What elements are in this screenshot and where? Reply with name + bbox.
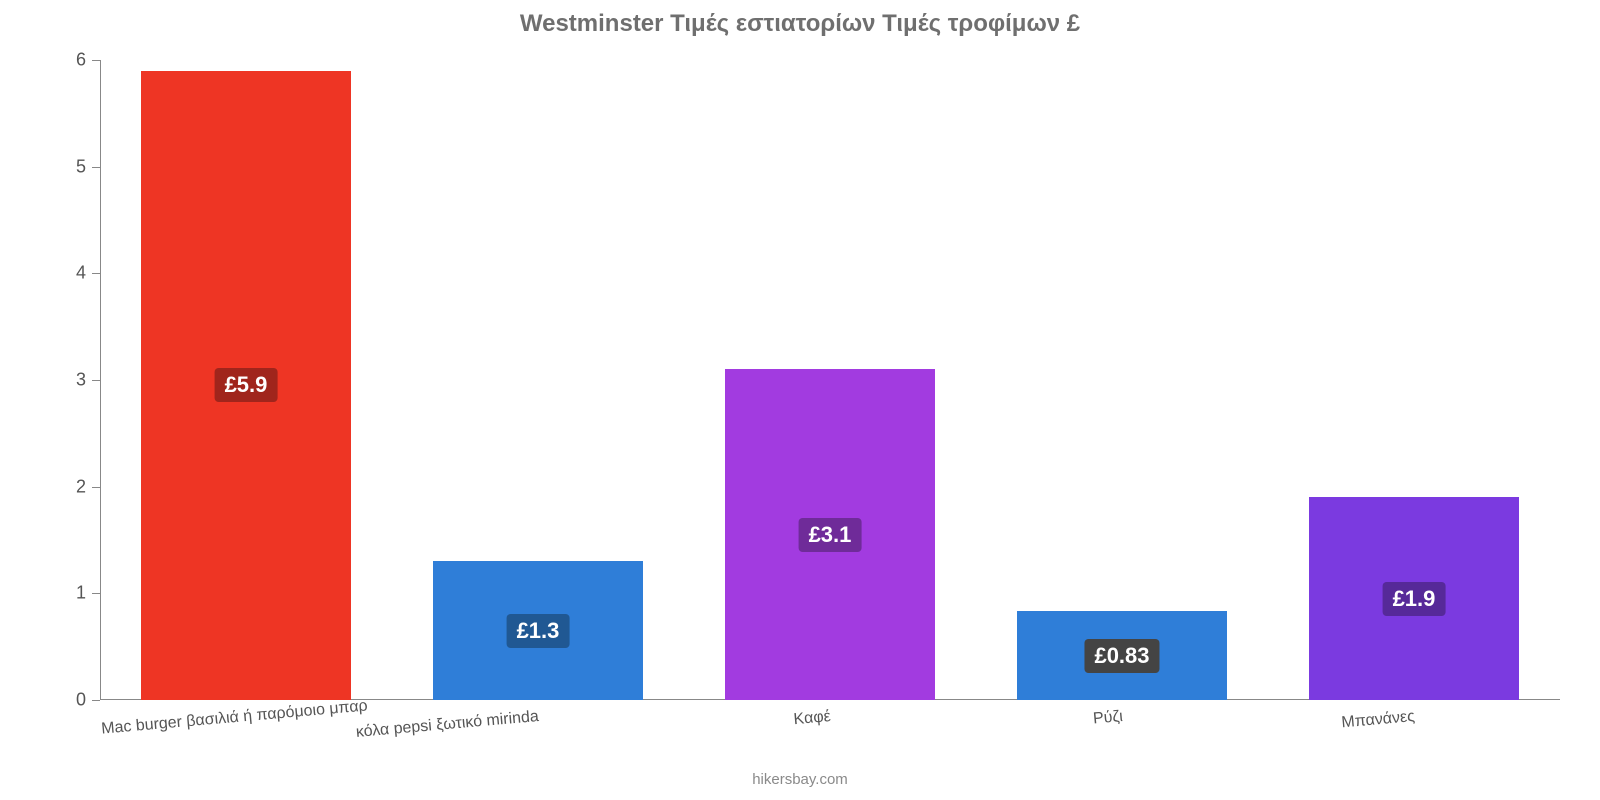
attribution-text: hikersbay.com [0, 771, 1600, 788]
y-tick-label: 1 [76, 583, 100, 604]
bars-group: £5.9 £1.3 £3.1 £0.83 £1.9 [100, 60, 1560, 700]
y-tick-label: 2 [76, 476, 100, 497]
chart-container: Westminster Τιμές εστιατορίων Τιμές τροφ… [0, 0, 1600, 800]
bar: £1.3 [433, 561, 643, 700]
y-tick-label: 5 [76, 156, 100, 177]
value-badge: £1.9 [1383, 582, 1446, 616]
plot-area: £5.9£1.3£3.1£0.83£1.9 0123456 [100, 60, 1560, 700]
bar: £1.9 [1309, 497, 1519, 700]
y-tick-label: 0 [76, 690, 100, 711]
y-tick-label: 4 [76, 263, 100, 284]
bar: £0.83 [1017, 611, 1227, 700]
x-labels-group: Mac burger βασιλιά ή παρόμοιο μπαρκόλα p… [100, 702, 1560, 762]
y-tick-label: 3 [76, 370, 100, 391]
bar: £3.1 [725, 369, 935, 700]
value-badge: £0.83 [1084, 639, 1159, 673]
bar: £5.9 [141, 71, 351, 700]
value-badge: £3.1 [799, 518, 862, 552]
y-tick-label: 6 [76, 50, 100, 71]
chart-title: Westminster Τιμές εστιατορίων Τιμές τροφ… [0, 10, 1600, 38]
x-axis-label: Mac burger βασιλιά ή παρόμοιο μπαρ [101, 708, 248, 739]
value-badge: £1.3 [507, 614, 570, 648]
value-badge: £5.9 [215, 368, 278, 402]
